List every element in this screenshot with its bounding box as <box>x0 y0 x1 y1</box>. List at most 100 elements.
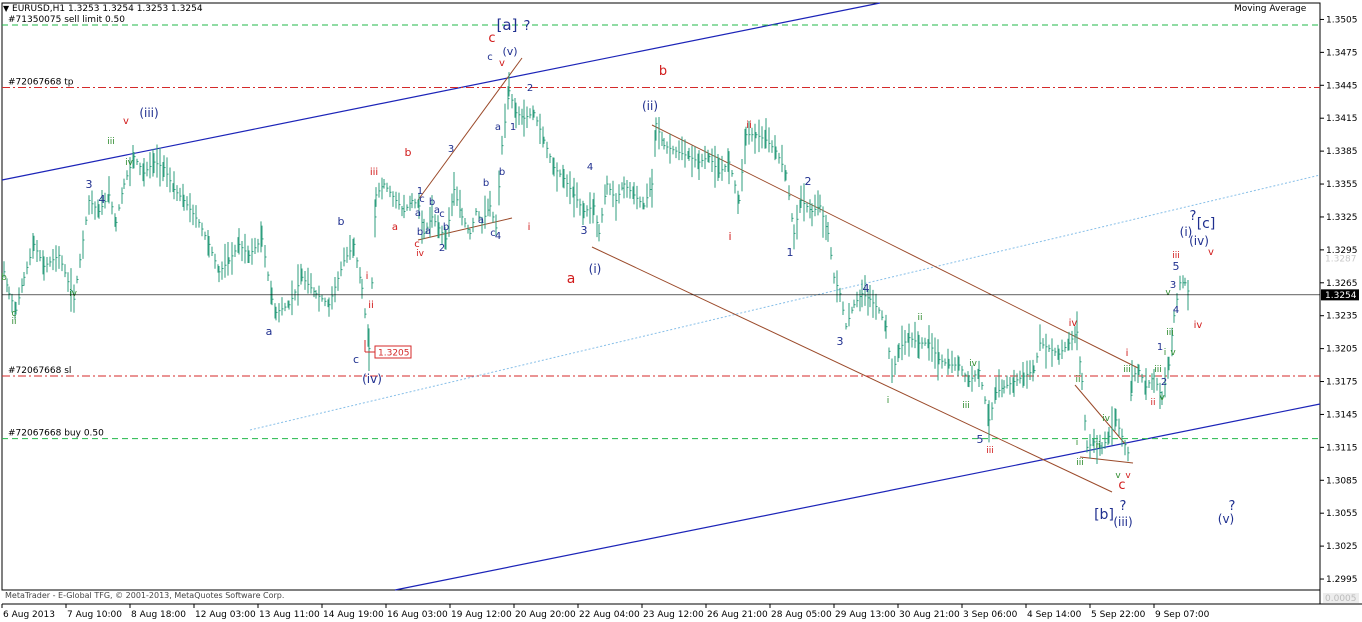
wave-label: 4 <box>99 193 106 206</box>
wave-label: 2 <box>805 175 812 188</box>
wave-label: b <box>417 227 423 238</box>
time-tick-label: 23 Aug 12:00 <box>643 610 704 620</box>
order-label: #72067668 buy 0.50 <box>8 429 104 439</box>
time-tick-label: 28 Aug 05:00 <box>771 610 832 620</box>
wave-label: 3 <box>448 144 454 155</box>
triangle-upper <box>1074 384 1127 446</box>
wave-label: 4 <box>587 162 593 173</box>
wave-label: c <box>414 239 420 250</box>
wave-label: c <box>488 31 495 46</box>
wave-label: iii <box>1154 365 1162 375</box>
time-tick-label: 8 Aug 18:00 <box>131 610 186 620</box>
wave-label: a <box>478 215 484 226</box>
wave-label: a <box>434 205 440 216</box>
wave-label: iii <box>986 446 994 456</box>
time-tick-label: 20 Aug 20:00 <box>515 610 576 620</box>
wave-label: ii <box>746 120 752 131</box>
wave-label: iv <box>69 289 78 299</box>
wave-label: (iv) <box>1189 234 1209 248</box>
wave-label: (i) <box>1180 225 1193 239</box>
wave-label: 5 <box>1173 260 1180 273</box>
copyright-text: MetaTrader - E-Global TFG, © 2001-2013, … <box>5 591 285 600</box>
wave-label: ii <box>1150 398 1155 408</box>
wave-label: i <box>1164 348 1167 358</box>
price-tick-label: 1.3445 <box>1326 81 1358 91</box>
wave-label: (iii) <box>139 106 158 120</box>
brown-channel-lower <box>591 246 1113 493</box>
wave-label: a <box>266 325 273 338</box>
time-tick-label: 29 Aug 13:00 <box>835 610 896 620</box>
wave-label: c <box>1118 478 1125 493</box>
time-tick-label: 6 Aug 2013 <box>3 610 55 620</box>
wave-label: 4 <box>863 282 870 295</box>
wave-label: (v) <box>502 45 517 58</box>
bottom-value-box <box>1323 593 1359 603</box>
price-tick-label: 1.3265 <box>1326 279 1358 289</box>
time-tick-label: 4 Sep 14:00 <box>1027 610 1082 620</box>
wave-label: v <box>1165 288 1171 298</box>
order-label: #72067668 tp <box>8 77 74 87</box>
indicator-name: Moving Average <box>1234 4 1307 14</box>
wave-label: c <box>12 309 17 319</box>
time-tick-label: 5 Sep 22:00 <box>1091 610 1146 620</box>
low-price-box <box>374 345 412 359</box>
wave-label: v <box>499 58 505 69</box>
wave-label: 5 <box>977 433 984 446</box>
time-tick-label: 19 Aug 12:00 <box>451 610 512 620</box>
order-lines: #71350075 sell limit 0.50 #72067668 tp #72… <box>2 15 1320 440</box>
price-tick-label: 1.3415 <box>1326 114 1358 124</box>
upper-channel-line <box>1 2 881 181</box>
wave-label: a <box>392 222 398 233</box>
wave-label: 2 <box>439 243 445 254</box>
price-tick-label: 1.3025 <box>1326 542 1358 552</box>
current-price-label: 1.3254 <box>1325 291 1357 301</box>
wave-label: 3 <box>86 178 93 191</box>
wave-label: 1 <box>417 186 423 197</box>
price-tick-label: 1.2995 <box>1326 575 1358 585</box>
time-tick-label: 16 Aug 03:00 <box>387 610 448 620</box>
wave-label: [c] <box>1197 216 1216 232</box>
low-price-label: 1.3205 <box>378 349 410 359</box>
wave-label: ii <box>11 317 16 327</box>
moving-average-line <box>249 174 1321 431</box>
wave-label: ii <box>1075 375 1080 385</box>
time-tick-label: 3 Sep 06:00 <box>963 610 1018 620</box>
current-price-box <box>1321 289 1359 301</box>
wave-label: (ii) <box>642 99 658 113</box>
wave-label: a <box>495 122 501 133</box>
wave-label: i <box>1126 348 1129 359</box>
price-tick-label: 1.3355 <box>1326 180 1358 190</box>
price-bars <box>3 72 1190 464</box>
wave-label: v <box>123 116 129 127</box>
wave-label: v <box>1170 348 1176 358</box>
wave-label: (v) <box>1218 512 1234 526</box>
price-tick-label: 1.3205 <box>1326 345 1358 355</box>
wave-label: b <box>1 273 7 283</box>
wave-label: (iii) <box>1113 515 1132 529</box>
wave-label: iii <box>1076 458 1084 468</box>
time-tick-label: 30 Aug 21:00 <box>899 610 960 620</box>
lower-channel-line <box>394 403 1321 591</box>
brown-channel-upper <box>651 124 1139 369</box>
price-tick-label: 1.3115 <box>1326 443 1358 453</box>
wave-label: ? <box>524 19 531 34</box>
wave-label: 2 <box>1161 377 1167 388</box>
wave-label: iv <box>416 249 425 259</box>
wave-label: c <box>439 209 445 220</box>
wave-label: i <box>728 230 731 243</box>
wave-label: iii <box>962 401 970 411</box>
wave-label: a <box>415 208 421 219</box>
wave-label: v <box>1125 471 1131 481</box>
wave-label: a <box>567 271 576 287</box>
wave-label: a <box>425 226 431 237</box>
time-tick-label: 13 Aug 11:00 <box>259 610 320 620</box>
time-tick-label: 12 Aug 03:00 <box>195 610 256 620</box>
wave-label: c <box>487 52 493 63</box>
wave-label: 4 <box>495 231 501 242</box>
time-axis: 6 Aug 2013 7 Aug 10:00 8 Aug 18:00 12 Aug 0… <box>1 604 1210 620</box>
wave-label: b <box>405 146 412 159</box>
wave-label: c <box>353 353 359 366</box>
dropdown-triangle-icon[interactable]: ▼ <box>3 4 10 13</box>
price-tick-label: 1.3175 <box>1326 378 1358 388</box>
